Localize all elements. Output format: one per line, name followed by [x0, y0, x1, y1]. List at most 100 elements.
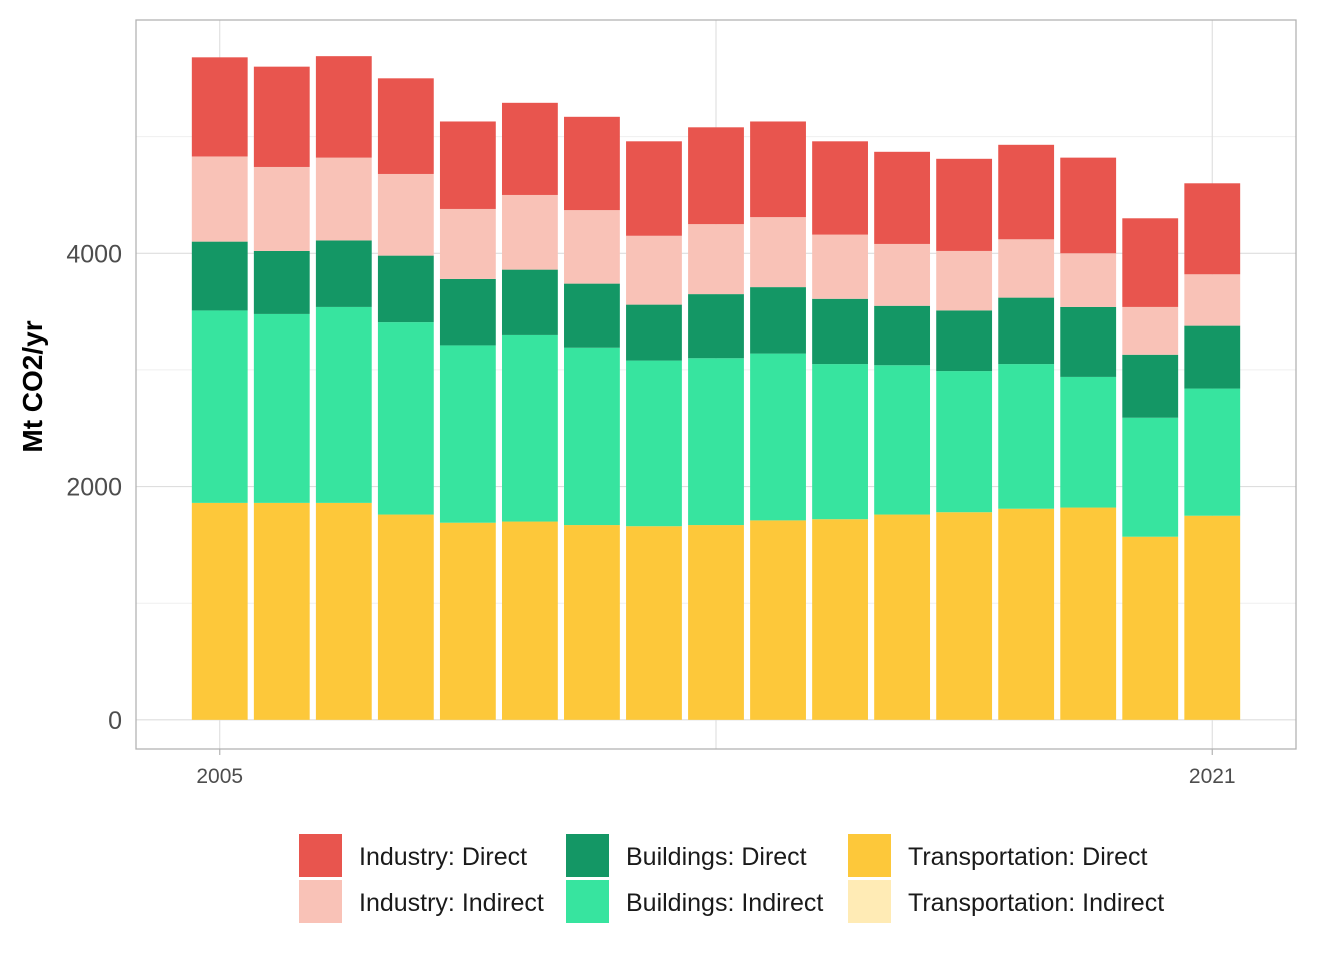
- bar-segment: [501, 334, 558, 522]
- bar-segment: [191, 310, 248, 503]
- bar-segment: [1184, 274, 1241, 326]
- bar-segment: [688, 525, 744, 720]
- bar-segment: [626, 304, 682, 361]
- bar-segment: [1122, 354, 1179, 418]
- bar-segment: [253, 313, 310, 503]
- bar-segment: [750, 121, 806, 218]
- bar-segment: [1122, 218, 1179, 307]
- bar-segment: [315, 306, 372, 503]
- bar-segment: [626, 360, 682, 527]
- bar-segment: [191, 57, 248, 157]
- bar-segment: [1060, 157, 1117, 254]
- bar-segment: [626, 235, 682, 305]
- bar-segment: [874, 514, 931, 720]
- panel-border: [135, 19, 1297, 750]
- legend-swatch: [848, 834, 891, 877]
- bar-segment: [564, 347, 620, 526]
- bar-segment: [439, 278, 496, 346]
- y-tick-label: 4000: [66, 240, 122, 268]
- bar-segment: [750, 217, 806, 288]
- legend-swatch: [299, 880, 342, 923]
- bar-segment: [315, 157, 372, 241]
- bar-segment: [812, 364, 868, 520]
- bar-segment: [439, 208, 496, 279]
- bar-segment: [874, 243, 931, 306]
- bar-segment: [998, 508, 1055, 720]
- bar-segment: [812, 141, 868, 235]
- bar-segment: [501, 269, 558, 335]
- legend-label: Transportation: Direct: [908, 843, 1147, 871]
- bar-segment: [1060, 507, 1117, 720]
- bar-segment: [377, 514, 434, 720]
- bar-segment: [812, 519, 868, 720]
- bar-segment: [688, 127, 744, 225]
- bar-segment: [812, 234, 868, 299]
- bar-segment: [750, 353, 806, 521]
- y-axis-label: Mt CO2/yr: [17, 320, 48, 452]
- legend-label: Industry: Direct: [359, 843, 527, 871]
- bar-segment: [564, 283, 620, 348]
- bar-segment: [812, 298, 868, 365]
- bar-segment: [253, 250, 310, 314]
- bar-segment: [501, 102, 558, 195]
- axes: 0 2000 4000 2005 2021: [66, 240, 1235, 788]
- bar-segment: [688, 294, 744, 359]
- bar-segment: [564, 525, 620, 720]
- bar-segment: [377, 322, 434, 515]
- x-tick-label: 2021: [1189, 765, 1236, 788]
- bar-segment: [1184, 183, 1241, 275]
- bar-segment: [564, 116, 620, 211]
- bar-segment: [377, 78, 434, 174]
- bar-segment: [253, 66, 310, 167]
- legend: Industry: Direct Industry: Indirect Buildi…: [299, 834, 1164, 923]
- bar-segment: [1060, 306, 1117, 377]
- bar-segment: [626, 141, 682, 236]
- bar-segment: [626, 526, 682, 720]
- bar-segment: [874, 305, 931, 366]
- bar-segment: [315, 240, 372, 307]
- bar-segment: [439, 121, 496, 209]
- legend-swatch: [566, 834, 609, 877]
- legend-label: Buildings: Indirect: [626, 889, 823, 917]
- bar-segment: [936, 371, 993, 513]
- bars: [191, 56, 1241, 720]
- bar-segment: [688, 358, 744, 526]
- bar-segment: [439, 345, 496, 523]
- bar-segment: [191, 502, 248, 720]
- bar-segment: [564, 210, 620, 284]
- bar-segment: [1060, 376, 1117, 508]
- bar-segment: [998, 239, 1055, 298]
- bar-segment: [874, 151, 931, 244]
- legend-swatch: [848, 880, 891, 923]
- bar-segment: [501, 194, 558, 270]
- x-tick-label: 2005: [196, 765, 243, 788]
- bar-segment: [1122, 536, 1179, 720]
- bar-segment: [1184, 388, 1241, 516]
- bar-segment: [688, 224, 744, 295]
- bar-segment: [998, 144, 1055, 240]
- bar-segment: [253, 166, 310, 251]
- legend-label: Industry: Indirect: [359, 889, 544, 917]
- bar-segment: [750, 520, 806, 720]
- bar-segment: [1122, 417, 1179, 537]
- bar-segment: [191, 156, 248, 242]
- bar-segment: [439, 522, 496, 720]
- bar-segment: [191, 241, 248, 311]
- legend-label: Transportation: Indirect: [908, 889, 1164, 917]
- bar-segment: [377, 255, 434, 323]
- bar-segment: [501, 521, 558, 720]
- bar-segment: [1060, 253, 1117, 307]
- bar-segment: [750, 287, 806, 354]
- bar-segment: [936, 250, 993, 311]
- legend-swatch: [299, 834, 342, 877]
- bar-segment: [253, 502, 310, 720]
- bar-segment: [1184, 515, 1241, 720]
- bar-segment: [936, 158, 993, 251]
- bar-segment: [1122, 306, 1179, 355]
- bar-segment: [874, 365, 931, 515]
- legend-label: Buildings: Direct: [626, 843, 807, 871]
- bar-segment: [936, 512, 993, 720]
- bar-segment: [936, 310, 993, 372]
- legend-swatch: [566, 880, 609, 923]
